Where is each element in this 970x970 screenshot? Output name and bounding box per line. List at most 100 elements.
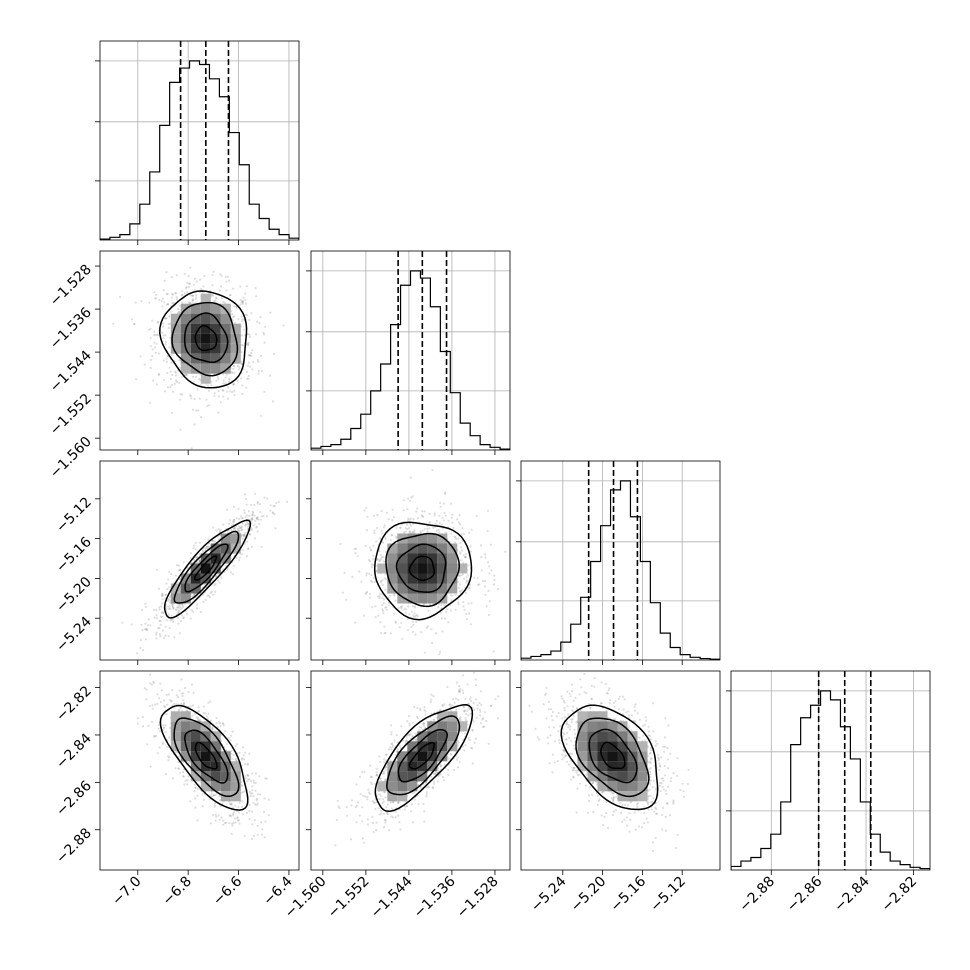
density-cell <box>397 543 408 554</box>
scatter-point <box>174 664 176 666</box>
scatter-point <box>353 547 356 550</box>
scatter-point <box>198 377 201 381</box>
density-cell <box>230 543 241 554</box>
scatter-point <box>165 693 168 697</box>
scatter-point <box>356 555 359 558</box>
scatter-point <box>262 333 266 336</box>
density-cell <box>397 563 408 574</box>
scatter-point <box>462 605 465 608</box>
scatter-point <box>391 742 394 745</box>
scatter-point <box>387 518 390 521</box>
scatter-point <box>238 822 241 825</box>
scatter-point <box>369 548 372 552</box>
scatter-point <box>247 377 250 380</box>
density-cell <box>180 313 191 324</box>
scatter-point <box>216 579 220 582</box>
scatter-point <box>392 516 396 519</box>
scatter-point <box>178 381 181 384</box>
density-cell <box>417 563 428 574</box>
scatter-point <box>244 515 247 519</box>
scatter-point <box>241 300 245 303</box>
scatter-point <box>379 537 382 540</box>
scatter-point <box>161 593 164 596</box>
scatter-point <box>145 628 148 631</box>
scatter-point <box>212 794 215 797</box>
scatter-point <box>231 824 234 827</box>
scatter-point <box>248 778 251 781</box>
density-cell <box>190 313 201 324</box>
scatter-point <box>162 705 165 708</box>
scatter-point <box>198 541 202 544</box>
scatter-point <box>141 628 144 632</box>
scatter-point <box>147 328 150 331</box>
scatter-point <box>162 337 165 340</box>
scatter-point <box>217 528 220 531</box>
scatter-point <box>345 598 348 601</box>
scatter-point <box>141 649 145 652</box>
scatter-point <box>185 286 188 289</box>
scatter-point <box>209 591 212 595</box>
scatter-point <box>379 621 382 624</box>
scatter-point <box>467 702 470 705</box>
density-cell <box>220 323 231 334</box>
scatter-point <box>145 688 148 691</box>
density-cell <box>170 593 181 604</box>
scatter-point <box>212 814 215 817</box>
scatter-point <box>267 814 270 817</box>
scatter-point <box>260 515 263 518</box>
scatter-point <box>235 758 238 761</box>
scatter-panel-p2-vs-p1 <box>95 250 300 455</box>
scatter-point <box>265 515 269 518</box>
scatter-point <box>213 794 216 797</box>
scatter-point <box>179 577 182 581</box>
scatter-point <box>214 575 217 578</box>
scatter-point <box>460 549 463 552</box>
scatter-point <box>256 359 260 362</box>
scatter-point <box>247 778 250 781</box>
scatter-point <box>457 537 460 540</box>
scatter-point <box>184 287 187 290</box>
scatter-point <box>339 542 342 546</box>
scatter-point <box>383 598 386 601</box>
scatter-point <box>459 552 462 555</box>
scatter-point <box>409 517 412 520</box>
scatter-point <box>154 333 157 336</box>
scatter-point <box>222 395 225 398</box>
scatter-point <box>416 783 420 787</box>
scatter-point <box>178 606 181 609</box>
scatter-point <box>360 580 363 583</box>
scatter-point <box>375 570 378 573</box>
scatter-point <box>150 358 153 361</box>
scatter-point <box>419 707 422 710</box>
scatter-point <box>211 728 214 731</box>
scatter-point <box>244 498 248 501</box>
scatter-point <box>480 556 483 559</box>
scatter-point <box>426 527 429 531</box>
scatter-point <box>256 793 259 796</box>
scatter-point <box>211 294 215 297</box>
scatter-point <box>399 526 402 529</box>
scatter-point <box>426 530 429 533</box>
scatter-point <box>477 583 480 586</box>
scatter-point <box>437 528 440 532</box>
scatter-point <box>240 300 243 303</box>
scatter-point <box>152 681 155 685</box>
scatter-point <box>155 342 158 345</box>
scatter-point <box>242 754 245 757</box>
scatter-point <box>457 586 460 590</box>
scatter-point <box>161 629 165 632</box>
scatter-point <box>445 531 448 534</box>
scatter-point <box>408 613 411 616</box>
scatter-point <box>240 553 243 556</box>
scatter-point <box>189 266 192 269</box>
scatter-point <box>213 802 216 805</box>
density-cell <box>190 573 201 584</box>
scatter-point <box>261 828 264 831</box>
scatter-point <box>447 757 450 760</box>
scatter-point <box>156 321 159 324</box>
scatter-point <box>194 786 197 789</box>
scatter-point <box>435 716 438 719</box>
scatter-point <box>157 320 160 323</box>
scatter-point <box>390 534 393 537</box>
scatter-point <box>497 695 500 698</box>
